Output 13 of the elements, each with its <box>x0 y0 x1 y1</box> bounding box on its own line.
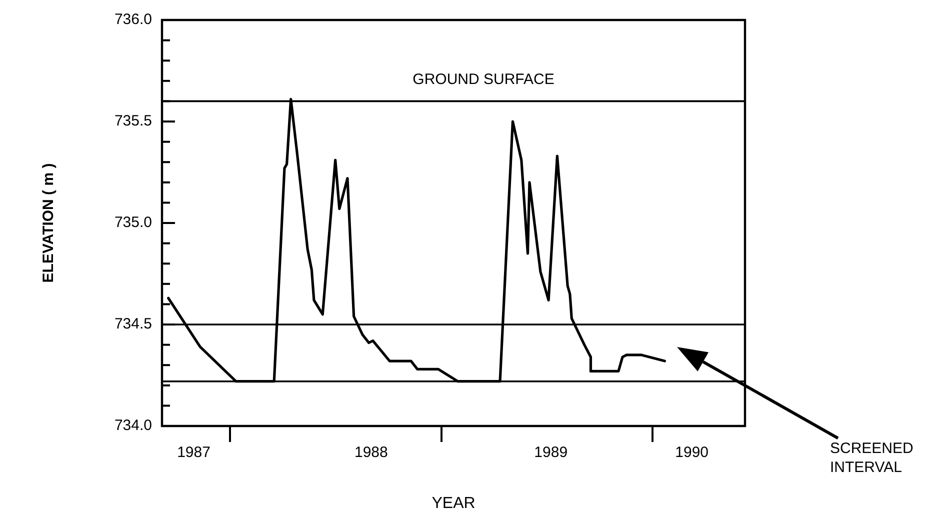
y-axis-title: ELEVATION ( m ) <box>40 163 58 283</box>
x-tick-label: 1989 <box>534 444 568 462</box>
y-tick-label: 735.0 <box>114 214 152 232</box>
y-tick-label: 734.5 <box>114 316 152 333</box>
text: SCREENED INTERVAL <box>830 439 914 477</box>
y-tick-label: 735.5 <box>114 112 152 130</box>
x-tick-label: 1987 <box>177 444 210 462</box>
ref-line-label: GROUND SURFACE <box>412 70 554 88</box>
x-tick-label: 1990 <box>675 444 709 462</box>
x-tick-label: 1988 <box>354 444 388 462</box>
y-tick-label: 736.0 <box>114 11 152 28</box>
y-tick-label: 734.0 <box>114 417 152 434</box>
x-axis-title: YEAR <box>432 494 476 512</box>
